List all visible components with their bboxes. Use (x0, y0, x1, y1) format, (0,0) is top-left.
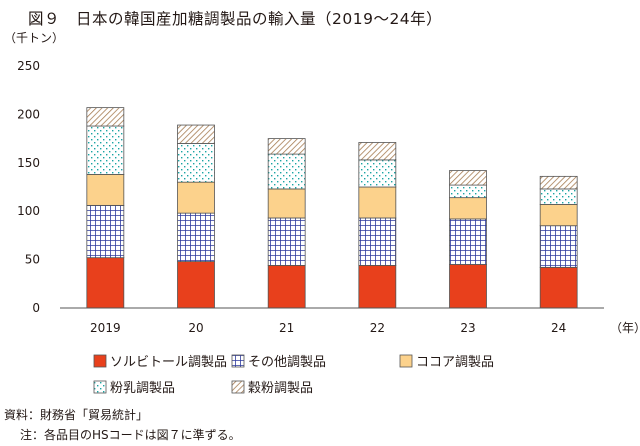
bar-segment-22-series-4 (358, 159, 397, 188)
legend-label: その他調製品 (248, 355, 326, 370)
y-tick-label: 50 (25, 253, 40, 267)
legend-label: ココア調製品 (416, 355, 494, 370)
legend-swatch (231, 354, 245, 368)
bar-segment-2019-series-4 (86, 125, 125, 175)
legend-swatch (93, 380, 107, 394)
x-tick-label-24: 24 (551, 321, 566, 335)
legend-swatch (231, 380, 245, 394)
y-tick-label: 100 (17, 204, 40, 218)
y-tick-label: 200 (17, 107, 40, 121)
y-tick-200: 200 (17, 107, 40, 121)
legend-item-1: ソルビトール調製品 (93, 354, 227, 370)
bar-segment-20-series-4 (177, 143, 215, 183)
x-axis-label: （年） (610, 321, 640, 335)
x-tick-label-21: 21 (279, 321, 294, 335)
bar-segment-22-series-3 (358, 186, 397, 219)
bar-segment-20-series-2 (177, 212, 215, 262)
source-note: 資料：財務省「貿易統計」 (4, 408, 149, 422)
bar-segment-24-series-4 (539, 188, 578, 205)
legend-swatch (399, 354, 413, 368)
bar-segment-20-series-5 (177, 124, 215, 144)
bar-segment-21-series-3 (267, 188, 306, 219)
bar-segment-20-series-3 (177, 181, 215, 214)
x-tick-label-2019: 2019 (90, 321, 121, 335)
bar-segment-22-series-1 (358, 265, 397, 309)
legend-item-5: 穀粉調製品 (231, 380, 313, 396)
bar-segment-21-series-1 (267, 265, 306, 309)
bar-segment-24-series-5 (539, 175, 578, 190)
bar-segment-2019-series-3 (86, 174, 125, 206)
bar-segment-2019-series-2 (86, 204, 125, 259)
chart-title: 図９ 日本の韓国産加糖調製品の輸入量（2019～24年） (28, 10, 443, 28)
footnote: 注：各品目のHSコードは図７に準ずる。 (20, 428, 241, 442)
legend-label: 粉乳調製品 (110, 381, 175, 396)
bar-segment-24-series-3 (539, 204, 578, 227)
bar-segment-23-series-1 (449, 264, 487, 309)
legend-item-4: 粉乳調製品 (93, 380, 175, 396)
bar-segment-23-series-3 (449, 197, 487, 220)
bar-segment-21-series-2 (267, 217, 306, 266)
legend-item-2: その他調製品 (231, 354, 326, 370)
bar-segment-23-series-2 (449, 218, 487, 265)
bar-segment-22-series-5 (358, 142, 397, 161)
bar-segment-23-series-5 (449, 170, 487, 186)
bar-segment-23-series-4 (449, 184, 487, 199)
bar-segment-2019-series-5 (86, 107, 125, 127)
legend-item-3: ココア調製品 (399, 354, 494, 370)
y-tick-label: 150 (17, 156, 40, 170)
bar-segment-24-series-1 (539, 266, 578, 309)
bar-segment-24-series-2 (539, 225, 578, 268)
x-tick-label-23: 23 (460, 321, 475, 335)
y-tick-0: 0 (32, 301, 40, 315)
bar-segment-21-series-4 (267, 153, 306, 190)
legend-swatch (93, 354, 107, 368)
bar-segment-2019-series-1 (86, 257, 125, 309)
legend-label: ソルビトール調製品 (110, 355, 227, 370)
bar-segment-22-series-2 (358, 217, 397, 266)
x-tick-label-22: 22 (370, 321, 385, 335)
y-tick-label: 250 (17, 59, 40, 73)
y-tick-label: 0 (32, 301, 40, 315)
legend-label: 穀粉調製品 (248, 381, 313, 396)
y-tick-100: 100 (17, 204, 40, 218)
x-tick-label-20: 20 (188, 321, 203, 335)
y-tick-150: 150 (17, 156, 40, 170)
bar-segment-20-series-1 (177, 261, 215, 309)
bar-segment-21-series-5 (267, 138, 306, 155)
y-tick-50: 50 (25, 253, 40, 267)
y-tick-250: 250 (17, 59, 40, 73)
y-axis-label: （千トン） (4, 31, 64, 45)
